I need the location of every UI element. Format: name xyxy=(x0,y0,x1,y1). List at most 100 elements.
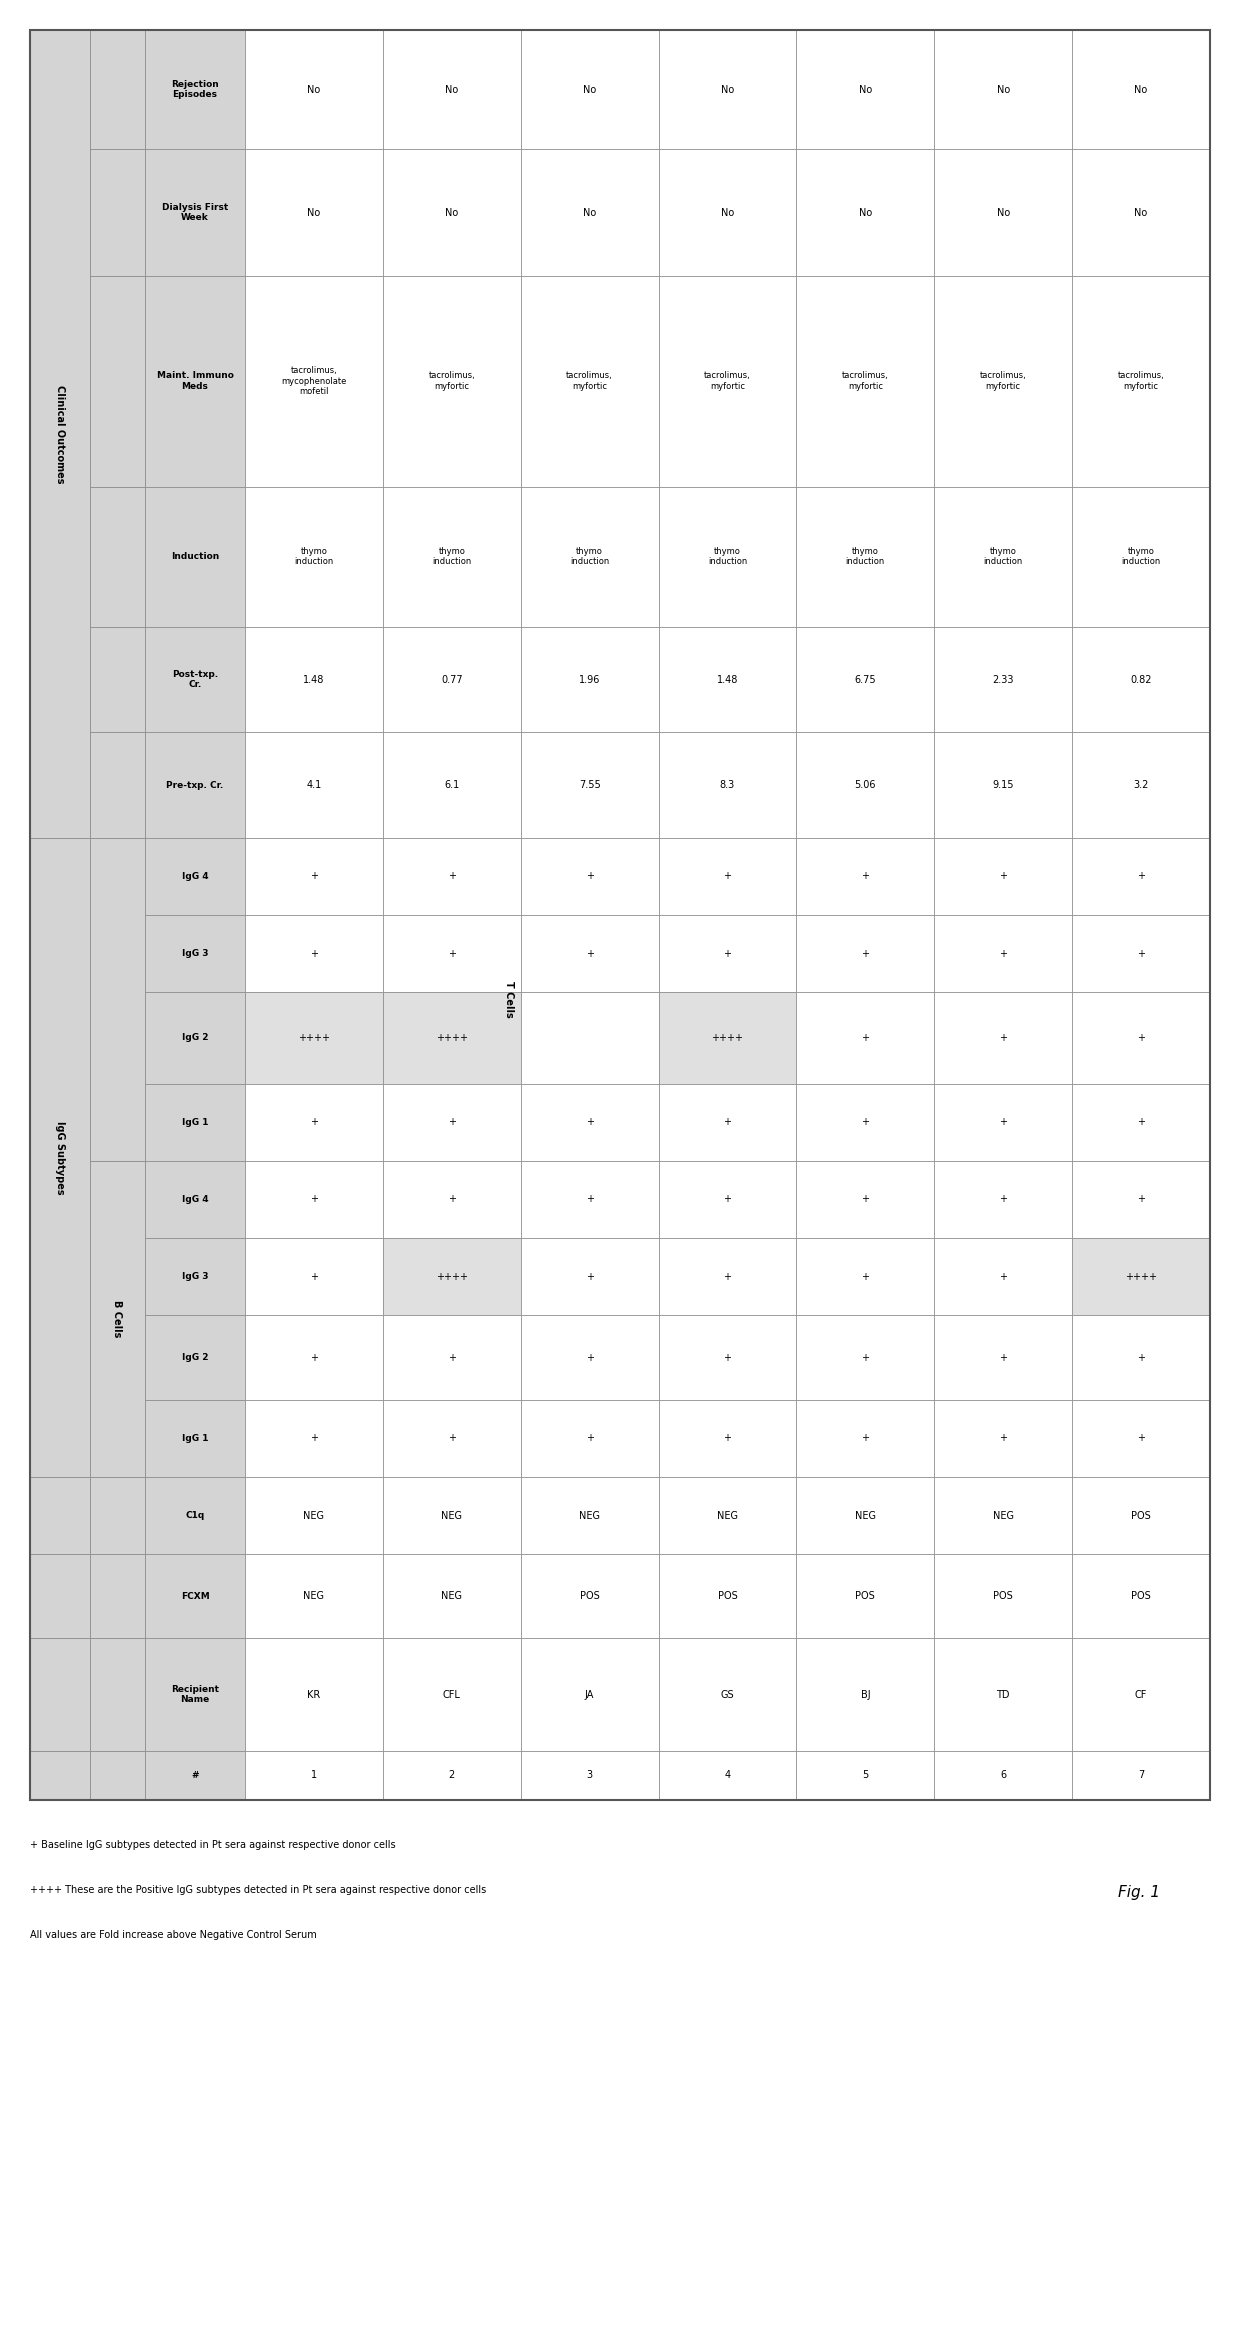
Bar xyxy=(30,149,91,275)
Bar xyxy=(91,1553,145,1639)
Bar xyxy=(30,1399,91,1476)
Bar xyxy=(383,1553,521,1639)
Bar xyxy=(934,732,1073,837)
Text: No: No xyxy=(997,84,1009,96)
Bar xyxy=(30,1751,91,1800)
Text: +: + xyxy=(999,1353,1007,1362)
Text: thymo
induction: thymo induction xyxy=(433,548,471,567)
Bar xyxy=(1073,1161,1210,1238)
Bar xyxy=(383,627,521,732)
Text: tacrolimus,
myfortic: tacrolimus, myfortic xyxy=(842,371,889,392)
Text: +: + xyxy=(862,1033,869,1042)
Bar xyxy=(796,627,934,732)
Bar xyxy=(91,732,145,837)
Text: Fig. 1: Fig. 1 xyxy=(1118,1884,1159,1901)
Bar xyxy=(521,1238,658,1315)
Bar xyxy=(796,1399,934,1476)
Bar xyxy=(383,1161,521,1238)
Bar xyxy=(246,1476,383,1553)
Text: Rejection
Episodes: Rejection Episodes xyxy=(171,79,219,100)
Text: +: + xyxy=(585,1117,594,1126)
Bar xyxy=(91,275,145,487)
Bar xyxy=(91,1476,145,1553)
Bar xyxy=(145,1315,246,1399)
Bar xyxy=(796,275,934,487)
Bar xyxy=(91,30,145,149)
Bar xyxy=(383,1476,521,1553)
Bar xyxy=(30,1161,91,1238)
Text: 1.48: 1.48 xyxy=(304,674,325,686)
Text: tacrolimus,
myfortic: tacrolimus, myfortic xyxy=(428,371,475,392)
Bar xyxy=(1073,1084,1210,1161)
Bar xyxy=(145,732,246,837)
Text: Pre-txp. Cr.: Pre-txp. Cr. xyxy=(166,781,223,791)
Bar xyxy=(246,149,383,275)
Bar xyxy=(658,1553,796,1639)
Bar xyxy=(30,30,91,149)
Text: 4: 4 xyxy=(724,1770,730,1779)
Text: 2.33: 2.33 xyxy=(992,674,1014,686)
Text: B Cells: B Cells xyxy=(113,1301,123,1339)
Bar xyxy=(30,1553,91,1639)
Bar xyxy=(383,914,521,991)
Text: +: + xyxy=(999,1194,1007,1203)
Bar xyxy=(145,487,246,627)
Bar xyxy=(1073,149,1210,275)
Text: ++++: ++++ xyxy=(435,1033,467,1042)
Bar xyxy=(383,991,521,1084)
Bar xyxy=(658,30,796,149)
Text: thymo
induction: thymo induction xyxy=(570,548,609,567)
Text: thymo
induction: thymo induction xyxy=(983,548,1023,567)
Bar xyxy=(246,991,383,1084)
Text: +: + xyxy=(1137,1117,1145,1126)
Bar xyxy=(30,914,91,991)
Bar xyxy=(796,30,934,149)
Text: +: + xyxy=(723,949,732,958)
Bar xyxy=(91,1399,145,1476)
Bar xyxy=(91,914,145,991)
Bar xyxy=(246,1751,383,1800)
Text: +: + xyxy=(999,949,1007,958)
Bar xyxy=(1073,1315,1210,1399)
Text: +: + xyxy=(310,1271,317,1283)
Bar xyxy=(796,1238,934,1315)
Text: ++++: ++++ xyxy=(1125,1271,1157,1283)
Bar xyxy=(658,1084,796,1161)
Bar xyxy=(521,1639,658,1751)
Bar xyxy=(934,1315,1073,1399)
Text: POS: POS xyxy=(993,1590,1013,1602)
Text: Recipient
Name: Recipient Name xyxy=(171,1686,219,1705)
Text: FCXM: FCXM xyxy=(181,1593,210,1600)
Bar xyxy=(796,1084,934,1161)
Text: POS: POS xyxy=(580,1590,599,1602)
Bar xyxy=(1073,627,1210,732)
Text: tacrolimus,
myfortic: tacrolimus, myfortic xyxy=(567,371,613,392)
Bar xyxy=(383,1639,521,1751)
Bar xyxy=(91,30,145,149)
Text: thymo
induction: thymo induction xyxy=(294,548,334,567)
Text: +: + xyxy=(999,1117,1007,1126)
Bar xyxy=(658,1238,796,1315)
Text: +: + xyxy=(1137,1033,1145,1042)
Bar xyxy=(246,1238,383,1315)
Text: +: + xyxy=(585,1353,594,1362)
Text: No: No xyxy=(583,208,596,217)
Bar xyxy=(934,275,1073,487)
Bar xyxy=(934,627,1073,732)
Bar xyxy=(30,1751,91,1800)
Text: ++++: ++++ xyxy=(435,1271,467,1283)
Bar xyxy=(91,837,145,914)
Text: +: + xyxy=(862,949,869,958)
Bar xyxy=(521,1315,658,1399)
Bar xyxy=(521,627,658,732)
Text: +: + xyxy=(723,1271,732,1283)
Text: +: + xyxy=(448,1434,456,1444)
Bar xyxy=(796,732,934,837)
Bar xyxy=(91,149,145,275)
Bar xyxy=(1073,837,1210,914)
Text: +: + xyxy=(862,1434,869,1444)
Text: 5: 5 xyxy=(862,1770,868,1779)
Bar xyxy=(145,1161,246,1238)
Text: 7.55: 7.55 xyxy=(579,781,600,791)
Text: 3.2: 3.2 xyxy=(1133,781,1148,791)
